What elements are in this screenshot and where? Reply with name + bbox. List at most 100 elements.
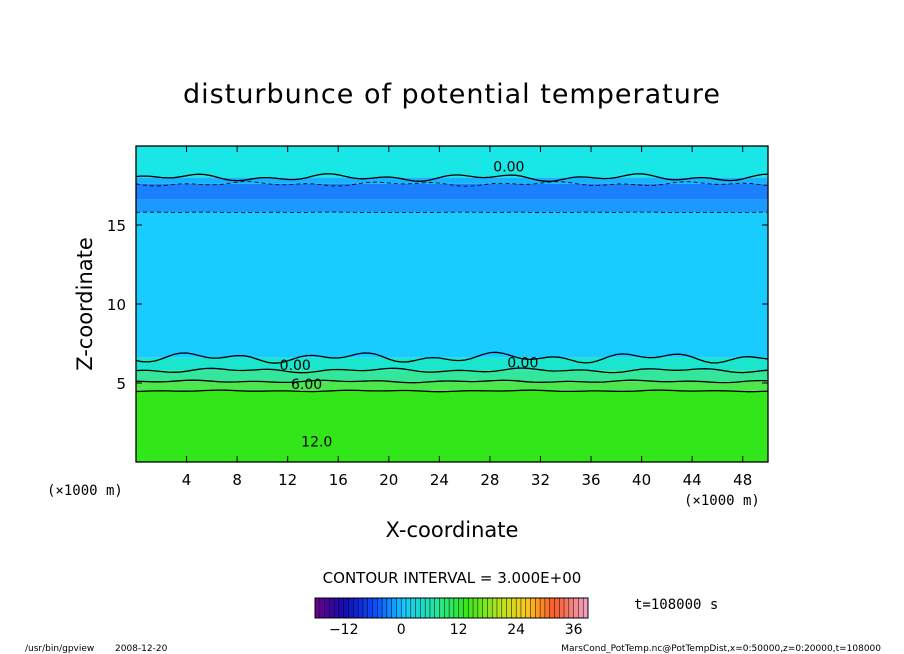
colorbar-swatch-27	[444, 598, 450, 618]
colorbar-swatch-0	[315, 598, 321, 618]
colorbar-swatch-23	[425, 598, 431, 618]
colorbar-swatch-16	[391, 598, 397, 618]
colorbar-swatch-48	[544, 598, 551, 618]
contour-label-2: 0.00	[507, 355, 538, 371]
contour-line-neg-upper	[136, 181, 768, 187]
colorbar-swatch-54	[573, 598, 579, 618]
colorbar-swatch-30	[458, 598, 464, 618]
colorbar-swatch-39	[501, 598, 507, 618]
contour-line-0-lower	[136, 351, 768, 364]
fill-layer-4	[136, 212, 768, 358]
colorbar-swatch-44	[525, 598, 531, 618]
colorbar-swatch-51	[559, 598, 565, 618]
colorbar-swatch-50	[554, 598, 560, 618]
x-axis-label: X-coordinate	[386, 518, 519, 542]
contour-labels: 0.00 0.00 0.00 6.00 12.0	[280, 160, 539, 451]
colorbar-ticks: −12 0 12 24 36	[329, 622, 583, 638]
colorbar-swatch-34	[477, 598, 484, 618]
colorbar-swatch-17	[396, 598, 402, 618]
x-unit-label-left: (×1000 m)	[47, 483, 123, 499]
colorbar-tick-label-2: 12	[450, 622, 468, 638]
x-tick-label-4: 20	[379, 471, 398, 489]
fill-layer-6	[136, 183, 768, 200]
y-tick-label-1: 10	[107, 296, 126, 314]
fill-layer-7	[136, 177, 768, 184]
contour-label-1: 0.00	[280, 358, 311, 374]
colorbar-swatch-40	[506, 598, 512, 618]
colorbar-swatch-14	[382, 598, 388, 618]
colorbar-swatch-12	[372, 598, 378, 618]
x-tick-label-1: 8	[232, 471, 242, 489]
footer-date: 2008-12-20	[115, 644, 168, 654]
colorbar-swatch-31	[463, 598, 469, 618]
y-tick-label-0: 5	[116, 375, 126, 393]
x-tick-label-9: 40	[632, 471, 651, 489]
x-tick-label-3: 16	[329, 471, 348, 489]
fill-layer-1	[136, 381, 768, 391]
colorbar-swatch-55	[578, 598, 584, 618]
colorbar-swatch-38	[497, 598, 503, 618]
colorbar-swatch-1	[319, 598, 325, 618]
colorbar-swatch-7	[348, 598, 354, 618]
colorbar-swatch-33	[473, 598, 479, 618]
fill-layer-3	[136, 357, 768, 371]
contour-line-0-upper	[136, 173, 768, 182]
colorbar-swatch-11	[367, 598, 373, 618]
colorbar-swatch-42	[516, 598, 522, 618]
colorbar-swatch-35	[482, 598, 488, 618]
y-axis-ticks: 5 10 15	[107, 217, 768, 393]
colorbar-tick-label-3: 24	[507, 622, 525, 638]
colorbar-swatch-4	[334, 598, 340, 618]
time-label: t=108000 s	[634, 597, 718, 613]
colorbar-swatch-20	[410, 598, 416, 618]
colorbar-swatch-10	[362, 598, 369, 618]
footer-program: /usr/bin/gpview	[25, 644, 94, 654]
colorbar-swatch-43	[520, 598, 527, 618]
x-tick-label-5: 24	[430, 471, 449, 489]
x-tick-label-11: 48	[733, 471, 752, 489]
colorbar-swatch-25	[434, 598, 440, 618]
colorbar-swatch-26	[439, 598, 445, 618]
contour-line-9	[136, 389, 768, 393]
x-axis-ticks: 4 8 12 16 20 24 28 32 36 40 44 48	[182, 146, 752, 489]
colorbar-swatch-41	[511, 598, 517, 618]
fill-layer-2	[136, 370, 768, 382]
colorbar-swatch-9	[358, 598, 364, 618]
x-tick-label-10: 44	[683, 471, 702, 489]
contour-interval-text: CONTOUR INTERVAL = 3.000E+00	[323, 569, 582, 587]
colorbar-swatch-6	[343, 598, 349, 618]
colorbar-swatch-24	[429, 598, 436, 618]
colorbar-swatch-2	[324, 598, 330, 618]
x-tick-label-2: 12	[278, 471, 297, 489]
x-tick-label-8: 36	[581, 471, 600, 489]
contour-label-4: 12.0	[301, 434, 332, 450]
footer-source: MarsCond_PotTemp.nc@PotTempDist,x=0:5000…	[561, 644, 881, 654]
colorbar-swatch-52	[564, 598, 570, 618]
colorbar-swatch-49	[549, 598, 555, 618]
colorbar-swatch-28	[449, 598, 455, 618]
colorbar-tick-label-4: 36	[565, 622, 583, 638]
contour-line-6	[136, 379, 768, 384]
colorbar-tick-label-0: −12	[329, 622, 359, 638]
contour-label-0: 0.00	[493, 160, 524, 176]
x-tick-label-6: 28	[480, 471, 499, 489]
contour-line-neg-lower	[136, 211, 768, 214]
chart-title: disturbunce of potential temperature	[183, 79, 721, 110]
colorbar-frame	[314, 597, 589, 619]
colorbar-swatch-18	[401, 598, 407, 618]
colorbar-swatch-56	[583, 598, 589, 618]
x-tick-label-0: 4	[182, 471, 192, 489]
colorbar-swatch-46	[535, 598, 541, 618]
colorbar-swatch-36	[487, 598, 493, 618]
colorbar-swatch-15	[386, 598, 393, 618]
x-unit-label-right: (×1000 m)	[684, 493, 760, 509]
colorbar-swatch-29	[453, 598, 460, 618]
contour-line-3	[136, 367, 768, 374]
colorbar-swatch-21	[415, 598, 421, 618]
contour-lines	[136, 173, 768, 393]
x-tick-label-7: 32	[531, 471, 550, 489]
fill-layer-8	[136, 146, 768, 178]
colorbar-swatch-45	[530, 598, 536, 618]
